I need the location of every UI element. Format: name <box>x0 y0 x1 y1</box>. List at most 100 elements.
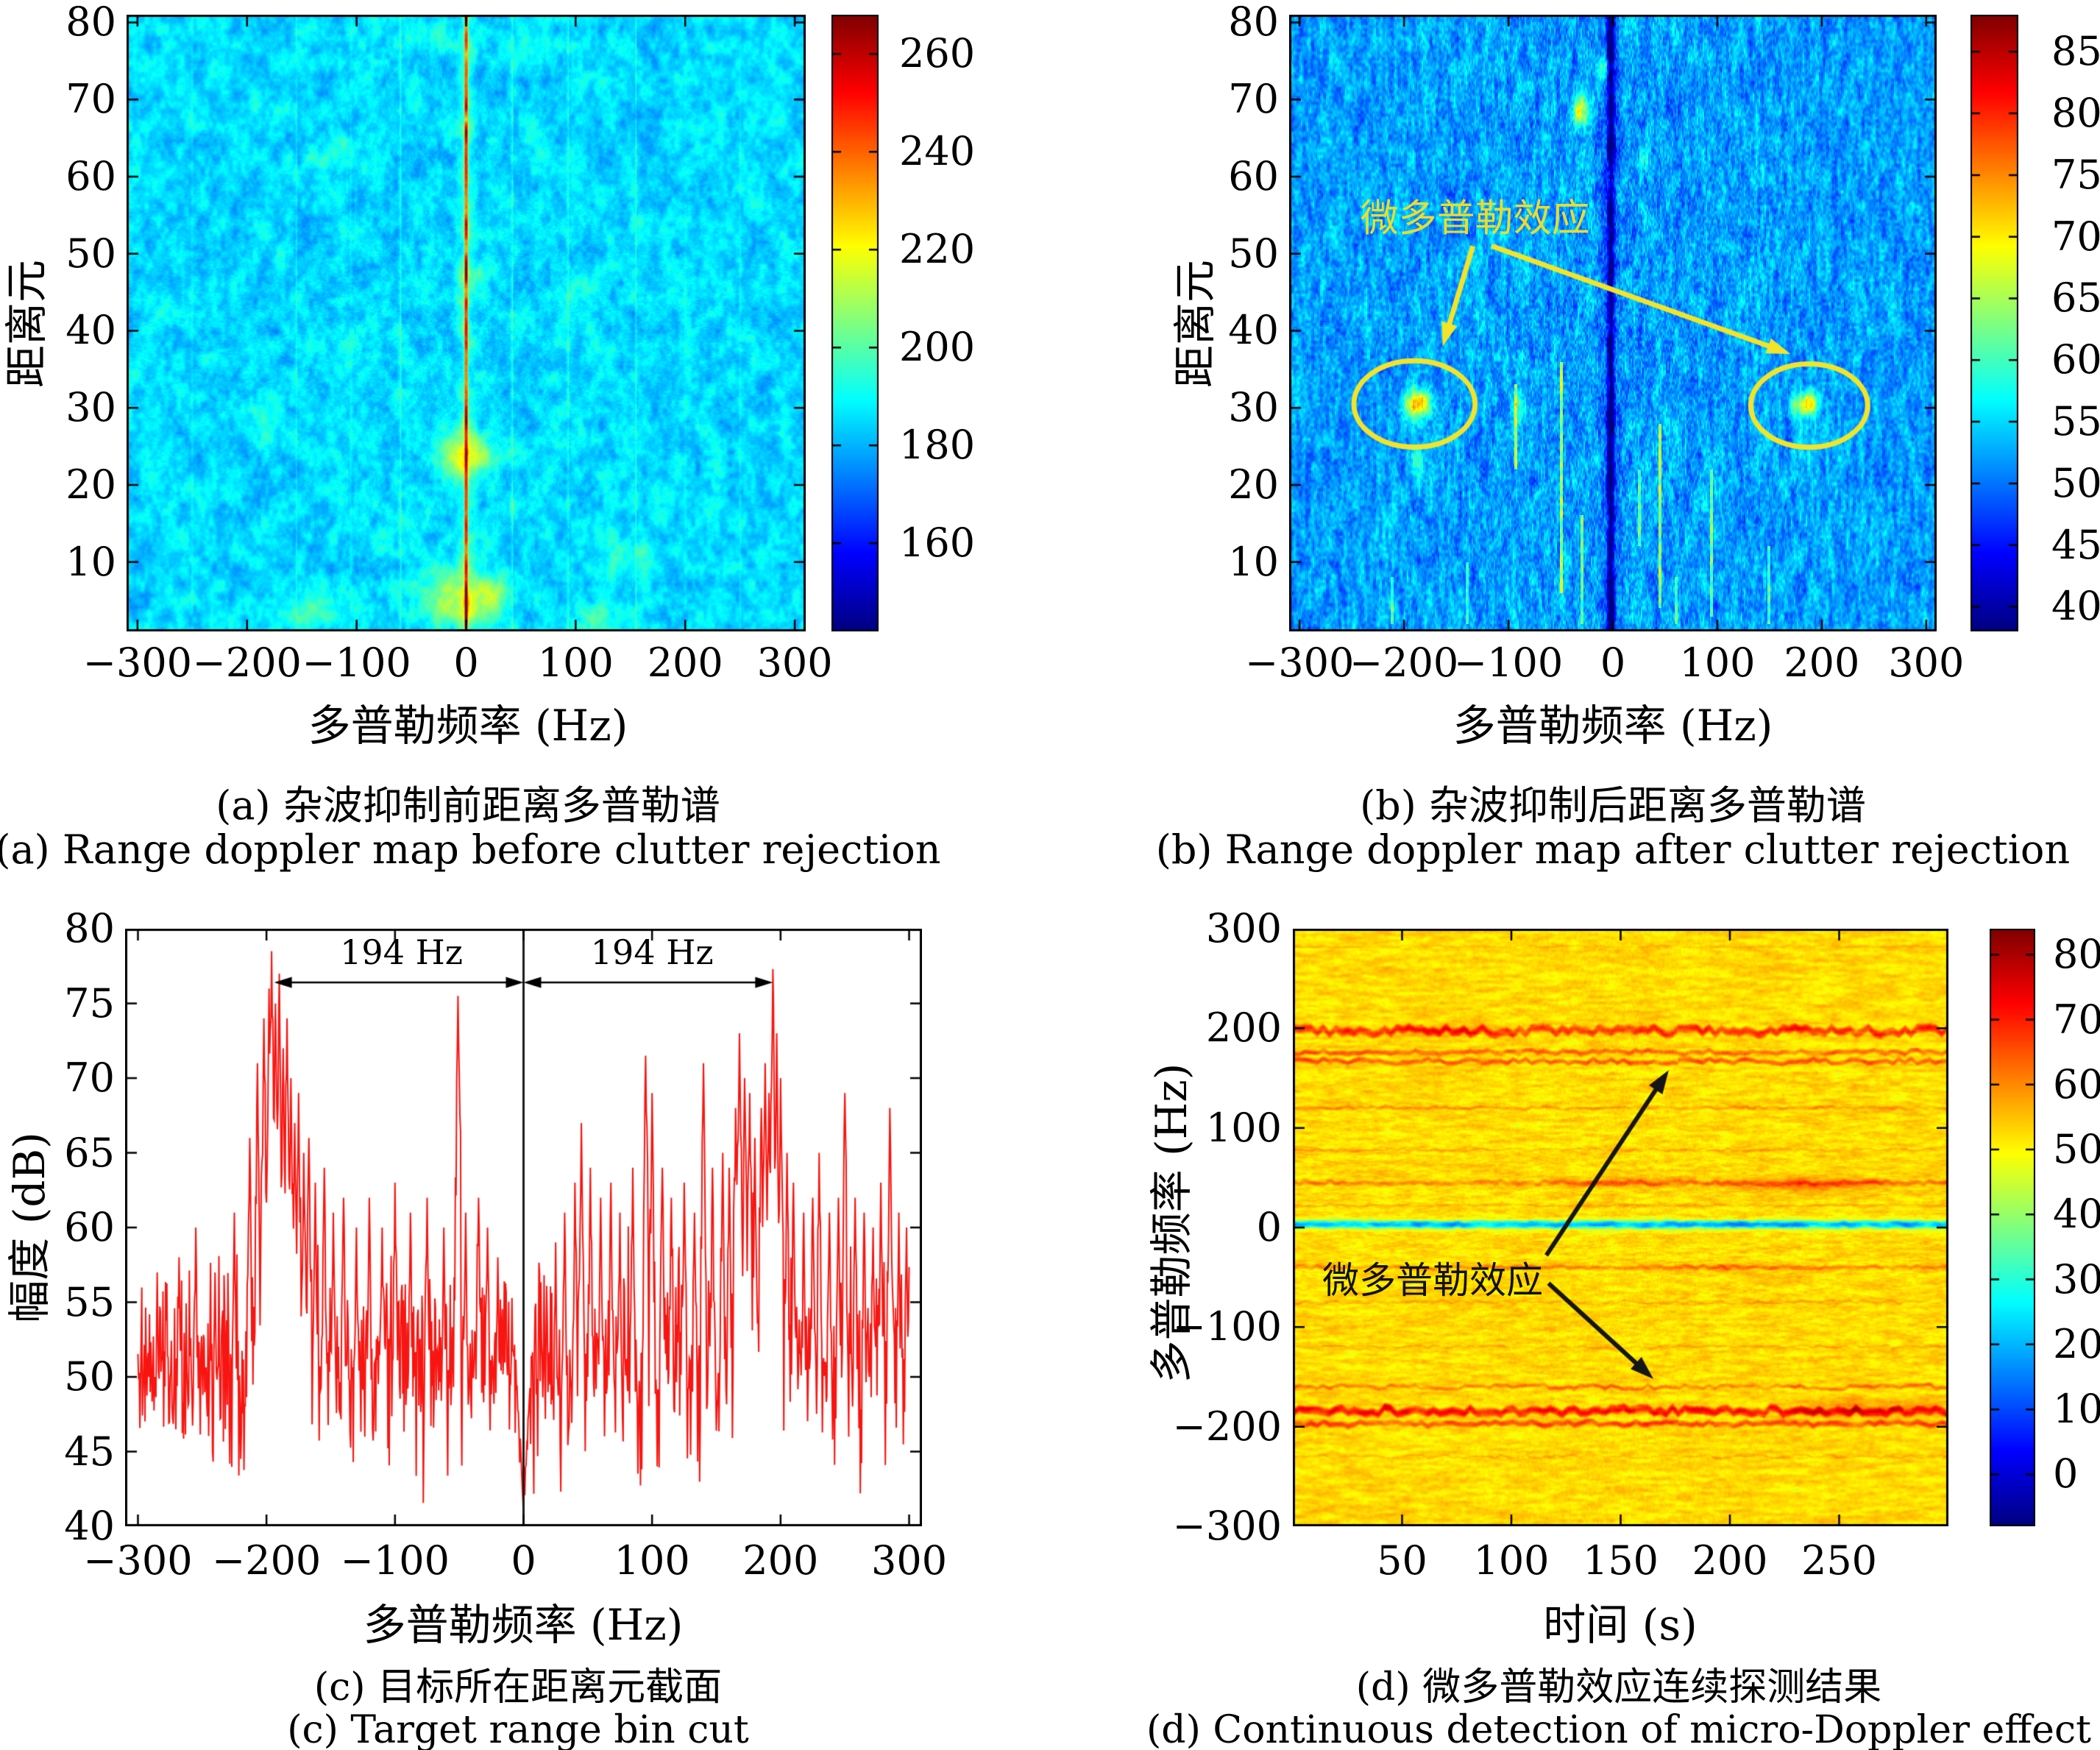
annotation-micro-doppler-b: 微多普勒效应 <box>1360 196 1590 241</box>
y-tick-label: 70 <box>65 76 116 123</box>
x-tick-label: −300 <box>82 640 193 686</box>
x-tick-label: −200 <box>1349 640 1459 686</box>
colorbar-tick-label: 60 <box>2053 1060 2100 1108</box>
y-tick-label: 60 <box>1228 152 1279 199</box>
colorbar-tick-label: 10 <box>2053 1386 2100 1433</box>
x-tick-label: −100 <box>1453 640 1564 686</box>
y-tick-label: 20 <box>1228 461 1279 508</box>
x-tick-label: 100 <box>1473 1537 1550 1584</box>
caption-zh-a: (a) 杂波抑制前距离多普勒谱 <box>216 782 720 829</box>
y-tick-label: 30 <box>65 384 116 431</box>
y-tick-label: 100 <box>1205 1104 1282 1151</box>
colorbar-tick-label: 160 <box>899 520 976 567</box>
colorbar-tick-label: 60 <box>2051 336 2100 383</box>
y-tick-label: 30 <box>1228 384 1279 431</box>
y-tick-label: 70 <box>64 1055 115 1101</box>
y-tick-label: 200 <box>1205 1005 1282 1052</box>
x-tick-label: 100 <box>614 1537 690 1584</box>
plot-frame-b <box>1289 15 1937 631</box>
x-tick-label: 300 <box>870 1537 948 1584</box>
colorbar-tick-label: 85 <box>2051 28 2100 75</box>
colorbar-tick-label: 180 <box>899 422 976 469</box>
x-tick-label: 250 <box>1801 1537 1878 1584</box>
y-tick-label: 45 <box>64 1428 115 1475</box>
y-tick-label: 60 <box>65 152 116 199</box>
colorbar-tick-label: 80 <box>2053 931 2100 978</box>
colorbar-tick-label: 0 <box>2053 1450 2079 1498</box>
y-tick-label: 40 <box>65 307 116 354</box>
y-tick-label: 40 <box>1228 307 1279 354</box>
caption-zh-d: (d) 微多普勒效应连续探测结果 <box>1355 1665 1882 1710</box>
annotation-194hz-right: 194 Hz <box>590 932 714 973</box>
y-tick-label: 70 <box>1228 76 1279 123</box>
x-tick-label: −300 <box>83 1537 193 1584</box>
y-tick-label: 300 <box>1205 905 1282 952</box>
x-tick-label: 200 <box>742 1537 819 1584</box>
y-tick-label: 10 <box>1228 538 1279 585</box>
y-tick-label: 50 <box>64 1353 115 1400</box>
colorbar-tick-label: 20 <box>2053 1320 2100 1367</box>
y-tick-label: 50 <box>65 230 116 277</box>
y-tick-label: −100 <box>1172 1303 1282 1350</box>
x-tick-label: 100 <box>1679 640 1756 686</box>
caption-zh-c: (c) 目标所在距离元截面 <box>313 1665 723 1710</box>
colorbar-a <box>831 15 879 631</box>
y-tick-label: −300 <box>1172 1503 1282 1549</box>
caption-zh-b: (b) 杂波抑制后距离多普勒谱 <box>1360 782 1866 829</box>
y-tick-label: 60 <box>64 1204 115 1250</box>
y-tick-label: 40 <box>64 1503 115 1549</box>
x-tick-label: −100 <box>302 640 411 686</box>
x-axis-label-c: 多普勒频率 (Hz) <box>363 1600 684 1650</box>
caption-en-b: (b) Range doppler map after clutter reje… <box>1155 826 2071 873</box>
colorbar-d <box>1990 929 2035 1526</box>
colorbar-tick-label: 55 <box>2051 398 2100 445</box>
y-tick-label: −200 <box>1172 1403 1282 1450</box>
colorbar-tick-label: 75 <box>2051 151 2100 198</box>
colorbar-tick-label: 30 <box>2053 1255 2100 1303</box>
caption-en-c: (c) Target range bin cut <box>287 1708 749 1750</box>
x-tick-label: 0 <box>511 1537 536 1584</box>
y-tick-label: 55 <box>64 1278 115 1325</box>
colorbar-tick-label: 220 <box>899 226 976 273</box>
y-tick-label: 0 <box>1256 1204 1282 1250</box>
colorbar-tick-label: 65 <box>2051 274 2100 322</box>
y-tick-label: 65 <box>64 1129 115 1176</box>
y-tick-label: 75 <box>64 979 115 1027</box>
colorbar-tick-label: 240 <box>899 128 976 175</box>
y-tick-label: 80 <box>65 0 116 46</box>
colorbar-tick-label: 80 <box>2051 90 2100 137</box>
x-tick-label: 0 <box>1600 640 1626 686</box>
colorbar-tick-label: 200 <box>899 324 976 371</box>
line-plot-target-range-bin-cut <box>125 929 922 1526</box>
x-axis-label-a: 多普勒频率 (Hz) <box>308 701 628 751</box>
y-tick-label: 80 <box>1228 0 1279 46</box>
x-tick-label: 300 <box>756 640 833 686</box>
caption-en-d: (d) Continuous detection of micro-Dopple… <box>1146 1708 2091 1750</box>
colorbar-b <box>1970 15 2018 631</box>
x-tick-label: 150 <box>1582 1537 1659 1584</box>
x-tick-label: −100 <box>340 1537 450 1584</box>
y-tick-label: 50 <box>1228 230 1279 277</box>
plot-frame-d <box>1293 929 1948 1526</box>
annotation-micro-doppler-d: 微多普勒效应 <box>1322 1258 1544 1302</box>
x-tick-label: 0 <box>453 640 479 686</box>
x-tick-label: 50 <box>1377 1537 1427 1584</box>
y-tick-label: 80 <box>64 905 115 952</box>
y-tick-label: 20 <box>65 461 116 508</box>
x-tick-label: −200 <box>192 640 302 686</box>
colorbar-tick-label: 70 <box>2053 996 2100 1043</box>
colorbar-tick-label: 70 <box>2051 213 2100 260</box>
x-tick-label: 200 <box>1692 1537 1768 1584</box>
x-tick-label: 100 <box>537 640 614 686</box>
plot-frame-a <box>127 15 806 631</box>
colorbar-tick-label: 40 <box>2053 1191 2100 1238</box>
caption-en-a: (a) Range doppler map before clutter rej… <box>0 826 941 873</box>
y-tick-label: 10 <box>65 538 116 585</box>
x-tick-label: −300 <box>1245 640 1355 686</box>
x-tick-label: 200 <box>647 640 723 686</box>
x-tick-label: 300 <box>1888 640 1965 686</box>
colorbar-tick-label: 45 <box>2051 521 2100 568</box>
colorbar-tick-label: 40 <box>2051 583 2100 630</box>
colorbar-tick-label: 260 <box>899 30 976 77</box>
